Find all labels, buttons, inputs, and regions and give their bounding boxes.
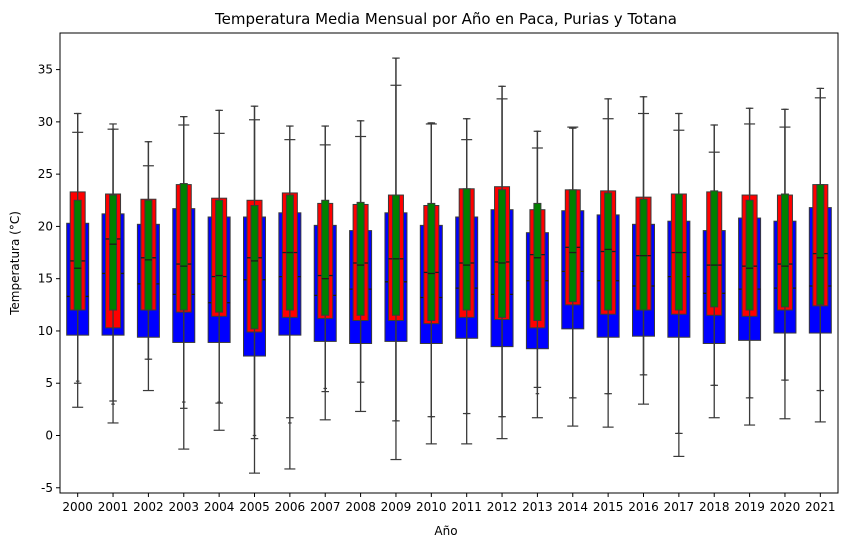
x-tick-label: 2012 <box>487 500 518 514</box>
box <box>604 192 613 311</box>
x-tick-label: 2019 <box>734 500 765 514</box>
box <box>144 199 153 311</box>
x-tick-label: 2014 <box>557 500 588 514</box>
x-tick-label: 2007 <box>310 500 341 514</box>
y-tick-label: 20 <box>38 219 53 233</box>
box <box>391 194 400 316</box>
x-tick-label: 2017 <box>664 500 695 514</box>
plot-frame <box>59 32 839 494</box>
x-tick-label: 2006 <box>275 500 306 514</box>
x-tick-label: 2002 <box>133 500 164 514</box>
y-tick-label: 25 <box>38 167 53 181</box>
box <box>73 199 82 311</box>
box <box>215 199 224 313</box>
y-axis-label: Temperatura (°C) <box>8 211 22 316</box>
box <box>710 190 719 308</box>
y-tick-label: 30 <box>38 115 53 129</box>
x-tick-label: 2018 <box>699 500 730 514</box>
x-tick-label: 2016 <box>628 500 659 514</box>
box <box>179 183 188 311</box>
box <box>427 202 436 321</box>
x-axis-label: Año <box>434 524 457 538</box>
y-tick-label: 15 <box>38 272 53 286</box>
box <box>321 199 330 316</box>
box <box>462 188 471 311</box>
chart-title: Temperatura Media Mensual por Año en Pac… <box>214 10 677 28</box>
x-tick-label: 2020 <box>770 500 801 514</box>
y-tick-label: 0 <box>45 429 53 443</box>
x-tick-label: 2011 <box>451 500 482 514</box>
y-tick-label: 5 <box>45 376 53 390</box>
box <box>816 184 825 306</box>
series-group <box>73 57 825 437</box>
box <box>568 189 577 303</box>
x-tick-label: 2021 <box>805 500 836 514</box>
y-axis: -5 0 5 10 15 20 25 30 35 <box>38 63 60 495</box>
x-tick-label: 2005 <box>239 500 270 514</box>
x-tick-label: 2003 <box>168 500 199 514</box>
x-tick-label: 2010 <box>416 500 447 514</box>
box <box>745 199 754 311</box>
plot-area <box>66 57 832 474</box>
box <box>533 202 542 321</box>
x-tick-label: 2001 <box>98 500 129 514</box>
box <box>356 201 365 316</box>
x-tick-label: 2004 <box>204 500 235 514</box>
y-tick-label: 10 <box>38 324 53 338</box>
x-tick-label: 2009 <box>381 500 412 514</box>
y-tick-label: -5 <box>41 481 53 495</box>
x-tick-label: 2013 <box>522 500 553 514</box>
box <box>639 198 648 311</box>
x-axis: 2000 2001 2002 2003 2004 2005 2006 2007 2008 2009… <box>62 493 836 514</box>
box <box>250 205 259 330</box>
x-tick-label: 2008 <box>345 500 376 514</box>
box <box>109 194 118 311</box>
x-tick-label: 2015 <box>593 500 624 514</box>
y-tick-label: 35 <box>38 63 53 77</box>
x-tick-label: 2000 <box>62 500 93 514</box>
box <box>780 193 789 308</box>
box <box>498 189 507 318</box>
